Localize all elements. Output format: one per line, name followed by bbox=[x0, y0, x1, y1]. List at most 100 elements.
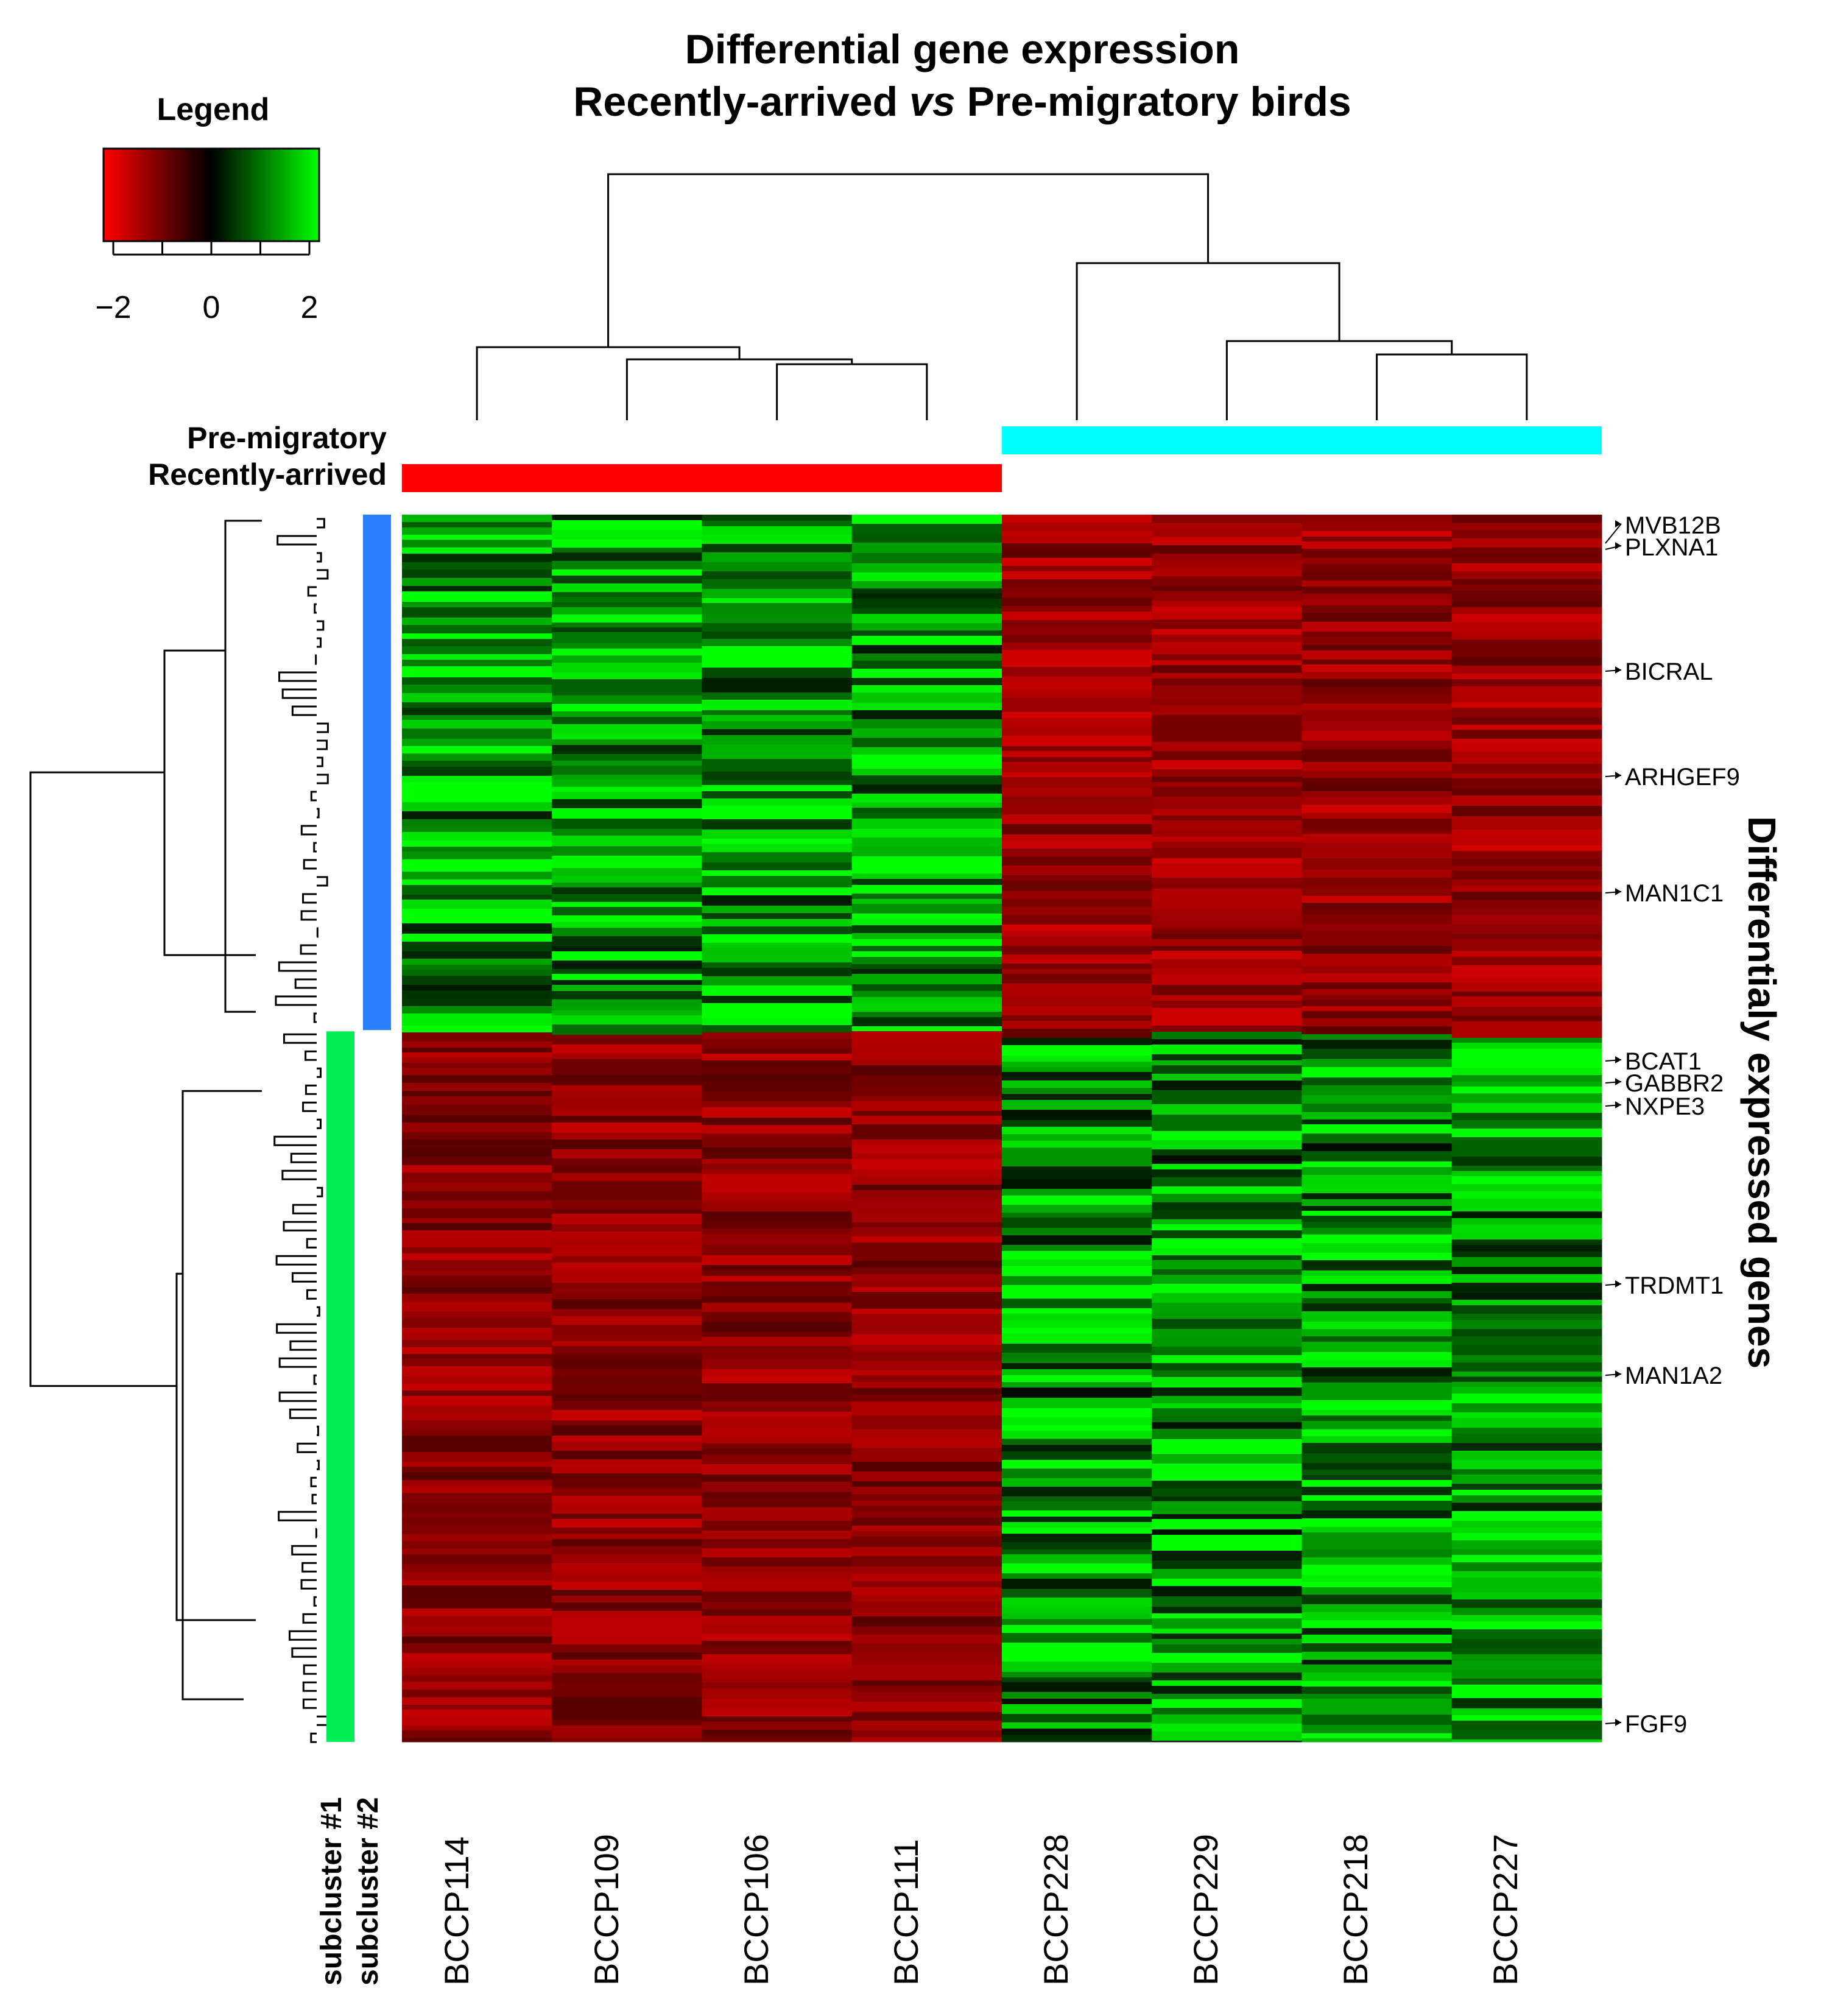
heatmap-cell bbox=[1451, 1376, 1602, 1383]
heatmap-cell bbox=[851, 1049, 1002, 1055]
heatmap-cell bbox=[851, 693, 1002, 703]
heatmap-cell bbox=[1002, 1062, 1152, 1068]
heatmap-cell bbox=[702, 1332, 853, 1338]
heatmap-cell bbox=[552, 1256, 702, 1263]
heatmap-cell bbox=[552, 561, 702, 570]
heatmap-cell bbox=[1152, 1519, 1302, 1530]
heatmap-cell bbox=[552, 1109, 702, 1116]
heatmap-cell bbox=[851, 1292, 1002, 1300]
heatmap-cell bbox=[851, 925, 1002, 934]
heatmap-cell bbox=[1002, 797, 1152, 805]
heatmap-cell bbox=[1152, 1015, 1302, 1026]
heatmap-cell bbox=[1301, 1527, 1453, 1533]
heatmap-cell bbox=[1451, 1058, 1602, 1068]
heatmap-cell bbox=[851, 1481, 1002, 1487]
heatmap-cell bbox=[402, 1165, 552, 1173]
heatmap-cell bbox=[1002, 1722, 1152, 1729]
heatmap-cell bbox=[1301, 572, 1453, 581]
heatmap-cell bbox=[851, 904, 1002, 914]
heatmap-cell bbox=[851, 1309, 1002, 1314]
heatmap-cell bbox=[402, 720, 552, 729]
heatmap-cell bbox=[1301, 632, 1453, 638]
heatmap-cell bbox=[1451, 1305, 1602, 1314]
heatmap-cell bbox=[1002, 998, 1152, 1007]
heatmap-cell bbox=[1152, 1140, 1302, 1150]
heatmap-cell bbox=[1002, 1387, 1152, 1398]
heatmap-cell bbox=[552, 1200, 702, 1210]
heatmap-cell bbox=[1152, 899, 1302, 910]
heatmap-cell bbox=[552, 1283, 702, 1288]
heatmap-cell bbox=[1002, 1205, 1152, 1213]
heatmap-cell bbox=[552, 883, 702, 888]
heatmap-cell bbox=[851, 1547, 1002, 1557]
heatmap-cell bbox=[552, 711, 702, 717]
heatmap-cell bbox=[552, 991, 702, 1000]
heatmap-cell bbox=[1451, 1739, 1602, 1743]
heatmap-cell bbox=[1002, 1067, 1152, 1073]
heatmap-cell bbox=[1152, 782, 1302, 788]
heatmap-cell bbox=[1301, 645, 1453, 651]
heatmap-cell bbox=[1152, 1439, 1302, 1450]
heatmap-cell bbox=[851, 1124, 1002, 1135]
heatmap-cell bbox=[1002, 1439, 1152, 1445]
heatmap-cell bbox=[552, 1665, 702, 1674]
heatmap-cell bbox=[1152, 654, 1302, 661]
heatmap-cell bbox=[402, 872, 552, 880]
heatmap-cell bbox=[402, 1302, 552, 1312]
heatmap-cell bbox=[851, 1060, 1002, 1066]
heatmap-cell bbox=[1152, 678, 1302, 686]
heatmap-cell bbox=[1152, 1370, 1302, 1378]
heatmap-cell bbox=[1002, 1228, 1152, 1236]
heatmap-cell bbox=[552, 1010, 702, 1016]
heatmap-cell bbox=[1451, 1329, 1602, 1337]
heatmap-cell bbox=[1152, 816, 1302, 821]
heatmap-cell bbox=[1451, 1129, 1602, 1138]
heatmap-cell bbox=[402, 1690, 552, 1698]
heatmap-cell bbox=[1301, 605, 1453, 614]
heatmap-cell bbox=[1301, 1383, 1453, 1394]
heatmap-cell bbox=[1152, 1586, 1302, 1597]
heatmap-cell bbox=[1152, 1686, 1302, 1694]
heatmap-cell bbox=[1451, 1103, 1602, 1113]
row-dendrogram-branch bbox=[297, 1442, 317, 1453]
row-dendrogram-branch bbox=[300, 825, 317, 836]
heatmap-cell bbox=[552, 733, 702, 740]
heatmap-cell bbox=[702, 1270, 853, 1277]
heatmap-cell bbox=[702, 1082, 853, 1092]
heatmap-cell bbox=[552, 686, 702, 696]
heatmap-cell bbox=[702, 844, 853, 853]
heatmap-cell bbox=[851, 1602, 1002, 1609]
heatmap-cell bbox=[1301, 694, 1453, 704]
heatmap-cell bbox=[1152, 619, 1302, 630]
heatmap-cell bbox=[702, 1352, 853, 1360]
row-dendrogram-branch bbox=[317, 1186, 323, 1197]
heatmap-cell bbox=[1152, 869, 1302, 878]
gene-label-arrowhead bbox=[1615, 520, 1621, 527]
heatmap-cell bbox=[702, 1296, 853, 1303]
heatmap-cell bbox=[702, 1091, 853, 1102]
heatmap-cell bbox=[851, 1169, 1002, 1178]
heatmap-cell bbox=[702, 1060, 853, 1067]
heatmap-cell bbox=[1002, 1038, 1152, 1046]
row-dendrogram-branch bbox=[306, 1289, 317, 1300]
heatmap-cell bbox=[1152, 1514, 1302, 1520]
heatmap-cell bbox=[1301, 1119, 1453, 1125]
heatmap-cell bbox=[402, 677, 552, 685]
heatmap-cell bbox=[1301, 1112, 1453, 1120]
heatmap-cell bbox=[851, 1730, 1002, 1738]
heatmap-cell bbox=[1451, 1191, 1602, 1199]
heatmap-cell bbox=[1002, 804, 1152, 815]
heatmap-cell bbox=[1002, 1735, 1152, 1743]
heatmap-cell bbox=[1002, 848, 1152, 858]
heatmap-cell bbox=[1451, 939, 1602, 946]
heatmap-cell bbox=[1301, 967, 1453, 974]
heatmap-cell bbox=[1301, 537, 1453, 542]
heatmap-cell bbox=[702, 646, 853, 654]
heatmap-cell bbox=[402, 1287, 552, 1294]
heatmap-cell bbox=[552, 515, 702, 521]
heatmap-cell bbox=[851, 1635, 1002, 1644]
heatmap-cell bbox=[1002, 1714, 1152, 1723]
heatmap-cell bbox=[1301, 1393, 1453, 1401]
heatmap-cell bbox=[1301, 1643, 1453, 1652]
heatmap-cell bbox=[552, 894, 702, 903]
